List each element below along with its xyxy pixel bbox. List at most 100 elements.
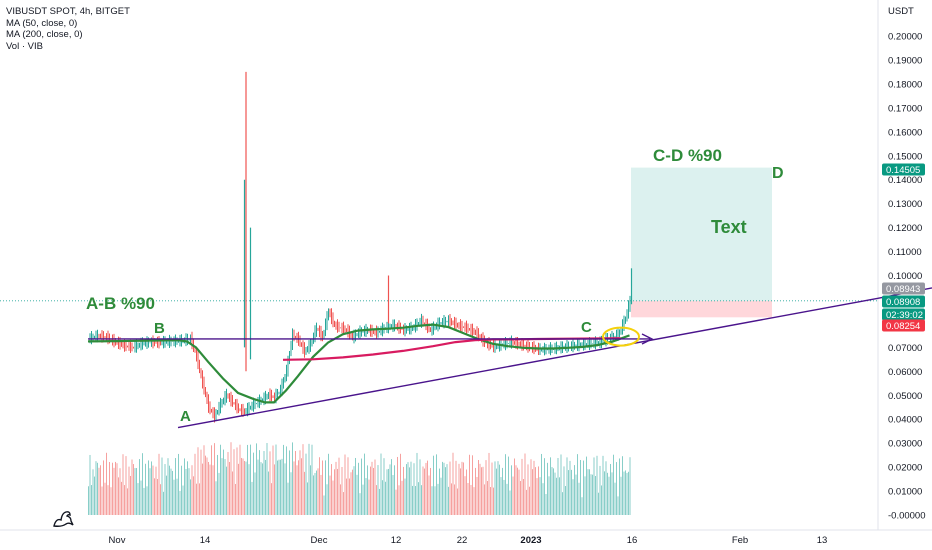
price-tag-text: 02:39:02	[886, 310, 923, 321]
volume-bar	[112, 462, 113, 515]
volume-bar	[107, 485, 109, 515]
volume-bar	[145, 463, 146, 515]
volume-bar	[616, 462, 617, 515]
volume-bar	[208, 461, 209, 515]
volume-bar	[433, 455, 434, 515]
volume-bar	[397, 456, 398, 515]
volume-bar	[221, 458, 223, 515]
volume-bar	[388, 468, 389, 515]
volume-bar	[529, 486, 530, 515]
volume-bar	[211, 445, 212, 515]
volume-bar	[248, 464, 250, 515]
volume-bar	[239, 444, 241, 515]
volume-bar	[605, 461, 607, 515]
volume-bar	[596, 455, 598, 515]
volume-bar	[91, 485, 92, 515]
volume-bar	[584, 476, 586, 515]
volume-bar	[278, 459, 280, 515]
y-tick-label: 0.05000	[888, 391, 922, 402]
volume-bar	[365, 478, 367, 515]
volume-bar	[308, 443, 310, 515]
volume-bar	[266, 442, 268, 515]
annotation-label[interactable]: B	[154, 320, 165, 337]
volume-bar	[347, 457, 349, 515]
volume-bar	[493, 487, 494, 515]
tradingview-logo-icon[interactable]	[52, 508, 78, 528]
volume-bar	[589, 469, 590, 515]
annotation-label[interactable]: A-B %90	[86, 294, 155, 313]
volume-bar	[346, 478, 347, 515]
y-tick-label: 0.20000	[888, 32, 922, 43]
volume-bar	[103, 460, 104, 515]
x-tick-label: 2023	[520, 535, 541, 546]
volume-legend[interactable]: Vol · VIB	[6, 40, 43, 52]
volume-bar	[505, 454, 506, 515]
y-tick-label: -0.00000	[888, 511, 926, 522]
annotation-label[interactable]: D	[772, 165, 784, 182]
x-tick-label: Dec	[311, 535, 328, 546]
volume-bar	[163, 491, 164, 515]
volume-bar	[443, 462, 445, 515]
volume-bar	[362, 484, 364, 515]
volume-bar	[383, 458, 385, 515]
volume-bar	[625, 470, 626, 515]
volume-bar	[218, 472, 220, 515]
volume-bar	[374, 459, 376, 515]
volume-bar	[403, 466, 404, 515]
volume-bar	[565, 486, 566, 515]
volume-bar	[133, 464, 134, 515]
volume-bar	[452, 452, 454, 515]
ma50-legend[interactable]: MA (50, close, 0)	[6, 17, 78, 29]
volume-bar	[122, 454, 124, 515]
volume-bar	[517, 467, 518, 515]
annotation-label[interactable]: C-D %90	[653, 146, 722, 165]
volume-bar	[604, 471, 605, 515]
volume-bar	[536, 478, 538, 515]
volume-bar	[116, 463, 118, 515]
volume-bar	[157, 478, 158, 515]
volume-bar	[428, 475, 430, 515]
volume-bar	[283, 444, 284, 515]
volume-bar	[577, 454, 578, 515]
volume-bar	[152, 465, 154, 515]
volume-bar	[160, 484, 161, 515]
y-tick-label: 0.03000	[888, 439, 922, 450]
volume-bar	[257, 459, 259, 515]
volume-bar	[95, 461, 97, 515]
volume-bar	[563, 466, 565, 515]
volume-bar	[110, 487, 112, 515]
ma200-legend[interactable]: MA (200, close, 0)	[6, 29, 83, 40]
annotation-label[interactable]: C	[581, 319, 592, 336]
volume-bar	[245, 461, 247, 515]
volume-bar	[466, 469, 467, 515]
volume-bar	[230, 442, 232, 515]
volume-bar	[247, 444, 248, 515]
volume-bar	[287, 482, 289, 515]
volume-bar	[500, 477, 502, 515]
volume-bar	[296, 465, 298, 515]
volume-bar	[485, 460, 487, 515]
ma200-line	[282, 337, 621, 361]
annotation-label[interactable]: Text	[711, 217, 747, 237]
volume-bar	[415, 486, 416, 515]
target-zone	[631, 167, 772, 301]
volume-bar	[106, 452, 107, 515]
volume-bar	[274, 464, 275, 515]
annotation-label[interactable]: A	[180, 408, 191, 425]
volume-bar	[253, 452, 254, 515]
volume-bar	[280, 459, 281, 515]
volume-bar	[164, 464, 166, 515]
volume-bar	[445, 467, 446, 515]
volume-bar	[293, 461, 295, 515]
volume-bar	[167, 458, 169, 515]
volume-bar	[470, 484, 472, 515]
volume-bar	[487, 481, 488, 515]
symbol-title[interactable]: VIBUSDT SPOT, 4h, BITGET	[6, 6, 130, 17]
volume-bar	[268, 471, 269, 515]
volume-bar	[304, 471, 305, 515]
volume-bar	[359, 493, 361, 515]
volume-bar	[478, 460, 479, 515]
volume-bar	[457, 488, 458, 515]
volume-bar	[263, 451, 265, 515]
